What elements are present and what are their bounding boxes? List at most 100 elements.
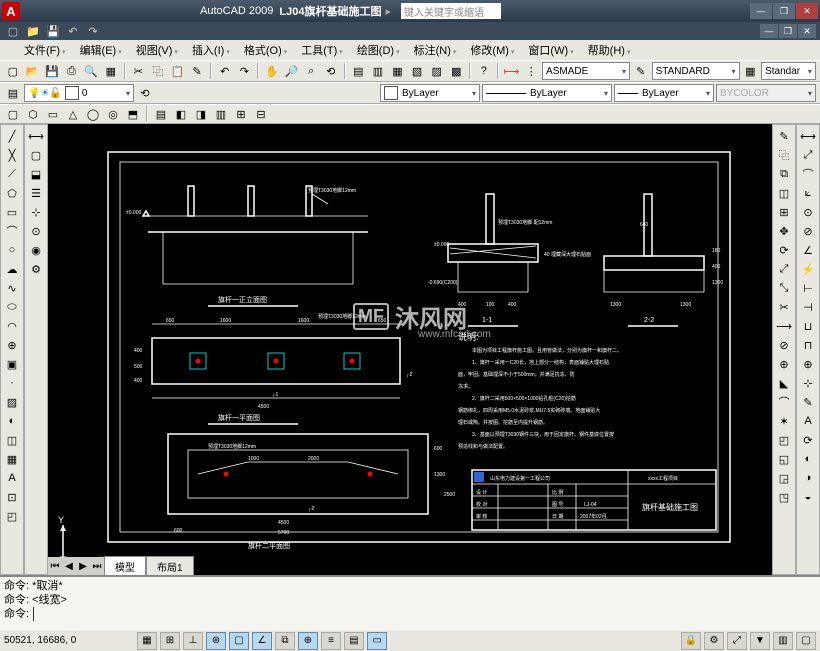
menu-help[interactable]: 帮助(H) xyxy=(582,40,637,60)
dist-icon[interactable]: ⟷ xyxy=(26,127,46,145)
drawing-canvas[interactable]: ±0.000 预埋T3030地脚12mm 旗杆一正立面图 650 1600 xyxy=(48,124,772,575)
time-icon[interactable]: ⊙ xyxy=(26,222,46,240)
dimalign-icon[interactable]: ⤢ xyxy=(798,146,818,164)
xline-icon[interactable]: ╳ xyxy=(2,146,22,164)
arc-icon[interactable]: ⌒ xyxy=(2,222,22,240)
match-icon[interactable]: ✎ xyxy=(188,62,206,80)
sb-clean-icon[interactable]: ▢ xyxy=(796,632,816,650)
boundary-icon[interactable]: ⬒ xyxy=(124,105,142,123)
polar-button[interactable]: ⊛ xyxy=(206,632,226,650)
table-style-icon[interactable]: ▦ xyxy=(742,62,760,80)
qat-redo-icon[interactable]: ↷ xyxy=(84,22,102,40)
dimspace-icon[interactable]: ⊔ xyxy=(798,317,818,335)
centermark-icon[interactable]: ⊹ xyxy=(798,374,818,392)
dcenter-icon[interactable]: ▥ xyxy=(369,62,387,80)
tolerance-icon[interactable]: ⊕ xyxy=(798,355,818,373)
dimord-icon[interactable]: ⟀ xyxy=(798,184,818,202)
open-icon[interactable]: 📂 xyxy=(24,62,42,80)
trim-icon[interactable]: ✂ xyxy=(774,298,794,316)
help-icon[interactable]: ? xyxy=(475,62,493,80)
block2-icon[interactable]: ▥ xyxy=(212,105,230,123)
sb-lock-icon[interactable]: 🔒 xyxy=(681,632,701,650)
polyline2-icon[interactable]: ⬡ xyxy=(24,105,42,123)
redo-icon[interactable]: ↷ xyxy=(236,62,254,80)
save-icon[interactable]: 💾 xyxy=(43,62,61,80)
pline-icon[interactable]: ⟋ xyxy=(2,165,22,183)
dimcont-icon[interactable]: ⊣ xyxy=(798,298,818,316)
insert2-icon[interactable]: ◨ xyxy=(192,105,210,123)
minimize-button[interactable]: — xyxy=(750,3,772,19)
polygon-icon[interactable]: ⬠ xyxy=(2,184,22,202)
copy-icon[interactable]: ⿻ xyxy=(149,62,167,80)
annotate-icon[interactable]: ▤ xyxy=(152,105,170,123)
lwt-button[interactable]: ≡ xyxy=(321,632,341,650)
menu-insert[interactable]: 插入(I) xyxy=(186,40,236,60)
snap-button[interactable]: ▦ xyxy=(137,632,157,650)
preview-icon[interactable]: 🔍 xyxy=(82,62,100,80)
zoom-icon[interactable]: 🔎 xyxy=(283,62,301,80)
osnap-button[interactable]: ▢ xyxy=(229,632,249,650)
table-icon[interactable]: ▦ xyxy=(2,450,22,468)
donut-icon[interactable]: ◎ xyxy=(104,105,122,123)
move-icon[interactable]: ✥ xyxy=(774,222,794,240)
dimrad-icon[interactable]: ⊙ xyxy=(798,203,818,221)
mtext-icon[interactable]: A xyxy=(2,469,22,487)
id-icon[interactable]: ⊹ xyxy=(26,203,46,221)
sb-scale-icon[interactable]: ⤢ xyxy=(727,632,747,650)
doc-minimize-button[interactable]: — xyxy=(760,24,778,38)
mirror-icon[interactable]: ⧉ xyxy=(774,165,794,183)
dim-style-icon[interactable]: ⋮ xyxy=(522,62,540,80)
point-icon[interactable]: · xyxy=(2,374,22,392)
extra4-icon[interactable]: ◱ xyxy=(774,450,794,468)
calc-icon[interactable]: ▩ xyxy=(447,62,465,80)
menu-modify[interactable]: 修改(M) xyxy=(464,40,520,60)
props-icon[interactable]: ▤ xyxy=(350,62,368,80)
mleader-icon[interactable]: ◧ xyxy=(172,105,190,123)
ellipse-icon[interactable]: ⬭ xyxy=(2,298,22,316)
extra6-icon[interactable]: ◳ xyxy=(774,488,794,506)
dim-linear-icon[interactable]: ⟼ xyxy=(503,62,521,80)
menu-format[interactable]: 格式(O) xyxy=(238,40,293,60)
zoomprev-icon[interactable]: ⟲ xyxy=(322,62,340,80)
new-icon[interactable]: ▢ xyxy=(4,62,22,80)
table-style-combo[interactable]: Standar xyxy=(761,62,816,80)
dimbreak-icon[interactable]: ⊓ xyxy=(798,336,818,354)
tab-next-icon[interactable]: ▶ xyxy=(76,558,90,574)
dimqck-icon[interactable]: ⚡ xyxy=(798,260,818,278)
extra8-icon[interactable]: ◑ xyxy=(798,469,818,487)
massprop-icon[interactable]: ⬓ xyxy=(26,165,46,183)
menu-tools[interactable]: 工具(T) xyxy=(295,40,349,60)
qat-save-icon[interactable]: 💾 xyxy=(44,22,62,40)
dimarc-icon[interactable]: ⌒ xyxy=(798,165,818,183)
ellipse2-icon[interactable]: ◯ xyxy=(84,105,102,123)
toolpal-icon[interactable]: ▦ xyxy=(389,62,407,80)
break-icon[interactable]: ⊘ xyxy=(774,336,794,354)
layer-combo[interactable]: 💡☀🔓 0 xyxy=(24,84,134,102)
region-icon[interactable]: ▢ xyxy=(4,105,22,123)
list-icon[interactable]: ☰ xyxy=(26,184,46,202)
layer-prev-icon[interactable]: ⟲ xyxy=(136,84,154,102)
color-combo[interactable]: ByLayer xyxy=(380,84,480,102)
stretch-icon[interactable]: ⤡ xyxy=(774,279,794,297)
revcloud-icon[interactable]: ☁ xyxy=(2,260,22,278)
gradient-icon[interactable]: ◐ xyxy=(2,412,22,430)
otrack-button[interactable]: ∠ xyxy=(252,632,272,650)
qat-undo-icon[interactable]: ↶ xyxy=(64,22,82,40)
sheet-icon[interactable]: ▧ xyxy=(408,62,426,80)
image-icon[interactable]: ⊟ xyxy=(252,105,270,123)
dimedit-icon[interactable]: ✎ xyxy=(798,393,818,411)
sb-toolbar-icon[interactable]: ▥ xyxy=(773,632,793,650)
rotate-icon[interactable]: ⟳ xyxy=(774,241,794,259)
dimlin-icon[interactable]: ⟷ xyxy=(798,127,818,145)
extend-icon[interactable]: ⟶ xyxy=(774,317,794,335)
text-style-combo[interactable]: STANDARD xyxy=(652,62,740,80)
dimupdate-icon[interactable]: ⟳ xyxy=(798,431,818,449)
menu-window[interactable]: 窗口(W) xyxy=(522,40,579,60)
scale-icon[interactable]: ⤢ xyxy=(774,260,794,278)
qat-new-icon[interactable]: ▢ xyxy=(4,22,22,40)
ducs-button[interactable]: ⧉ xyxy=(275,632,295,650)
sb-ws-icon[interactable]: ▼ xyxy=(750,632,770,650)
setvar-icon[interactable]: ⚙ xyxy=(26,260,46,278)
dimdia-icon[interactable]: ⊘ xyxy=(798,222,818,240)
maximize-button[interactable]: ❐ xyxy=(773,3,795,19)
